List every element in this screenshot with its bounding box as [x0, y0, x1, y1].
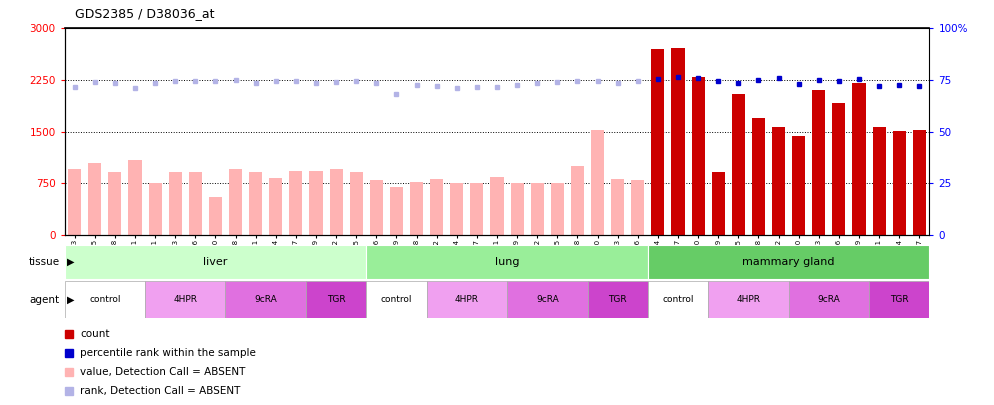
Bar	[672, 48, 685, 235]
Bar	[128, 160, 141, 235]
Text: 9cRA: 9cRA	[254, 295, 277, 304]
Text: ▶: ▶	[67, 257, 75, 267]
Bar	[108, 172, 121, 235]
Text: 4HPR: 4HPR	[173, 295, 197, 304]
Text: control: control	[381, 295, 413, 304]
Bar	[591, 130, 604, 235]
Bar	[269, 179, 282, 235]
Bar	[587, 281, 648, 318]
Bar	[551, 183, 564, 235]
Bar	[390, 188, 403, 235]
Bar	[289, 171, 302, 235]
Bar	[65, 281, 145, 318]
Text: lung: lung	[495, 257, 519, 267]
Text: count: count	[81, 328, 109, 339]
Bar	[450, 183, 463, 235]
Bar	[712, 172, 725, 235]
Bar	[631, 180, 644, 235]
Bar	[708, 281, 788, 318]
Text: rank, Detection Call = ABSENT: rank, Detection Call = ABSENT	[81, 386, 241, 396]
Text: TGR: TGR	[890, 295, 909, 304]
Text: percentile rank within the sample: percentile rank within the sample	[81, 348, 256, 358]
Bar	[350, 172, 363, 235]
Bar	[832, 103, 846, 235]
Bar	[869, 281, 929, 318]
Bar	[792, 136, 805, 235]
Bar	[648, 281, 708, 318]
Bar	[226, 281, 306, 318]
Bar	[853, 83, 866, 235]
Bar	[88, 163, 101, 235]
Bar	[65, 245, 366, 279]
Bar	[148, 183, 162, 235]
Bar	[692, 77, 705, 235]
Text: GDS2385 / D38036_at: GDS2385 / D38036_at	[75, 7, 214, 20]
Bar	[209, 197, 222, 235]
Bar	[330, 169, 343, 235]
Text: control: control	[662, 295, 694, 304]
Text: 9cRA: 9cRA	[536, 295, 559, 304]
Text: TGR: TGR	[608, 295, 627, 304]
Bar	[229, 169, 243, 235]
Bar	[772, 127, 785, 235]
Bar	[490, 177, 504, 235]
Text: liver: liver	[203, 257, 228, 267]
Bar	[309, 171, 322, 235]
Bar	[366, 281, 426, 318]
Bar	[470, 183, 483, 235]
Text: 9cRA: 9cRA	[817, 295, 840, 304]
Bar	[651, 49, 664, 235]
Bar	[430, 179, 443, 235]
Bar	[249, 172, 262, 235]
Bar	[571, 166, 584, 235]
Text: TGR: TGR	[327, 295, 346, 304]
Bar	[69, 169, 82, 235]
Bar	[648, 245, 929, 279]
Bar	[511, 183, 524, 235]
Bar	[426, 281, 507, 318]
Text: mammary gland: mammary gland	[743, 257, 835, 267]
Bar	[873, 127, 886, 235]
Bar	[611, 179, 624, 235]
Text: value, Detection Call = ABSENT: value, Detection Call = ABSENT	[81, 367, 246, 377]
Bar	[370, 180, 383, 235]
Bar	[912, 130, 925, 235]
Bar	[169, 172, 182, 235]
Text: 4HPR: 4HPR	[737, 295, 760, 304]
Bar	[531, 183, 544, 235]
Bar	[507, 281, 587, 318]
Bar	[145, 281, 226, 318]
Bar	[189, 172, 202, 235]
Bar	[410, 182, 423, 235]
Bar	[893, 131, 906, 235]
Text: agent: agent	[30, 295, 60, 305]
Bar	[732, 94, 745, 235]
Text: 4HPR: 4HPR	[455, 295, 479, 304]
Bar	[788, 281, 869, 318]
Text: tissue: tissue	[29, 257, 60, 267]
Bar	[812, 90, 825, 235]
Text: ▶: ▶	[67, 295, 75, 305]
Text: control: control	[89, 295, 120, 304]
Bar	[306, 281, 366, 318]
Bar	[751, 118, 765, 235]
Bar	[366, 245, 648, 279]
